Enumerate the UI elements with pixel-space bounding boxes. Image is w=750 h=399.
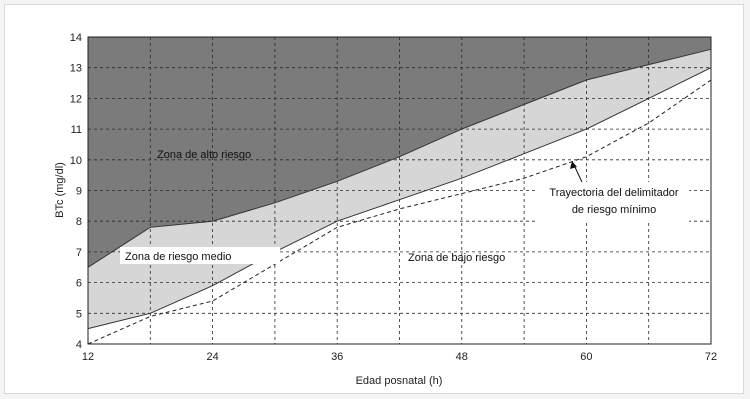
- x-tick-label: 24: [206, 351, 218, 363]
- x-tick-label: 72: [705, 351, 717, 363]
- x-tick-label: 60: [580, 351, 592, 363]
- x-tick-label: 48: [456, 351, 468, 363]
- y-axis-title: BTc (mg/dl): [54, 162, 66, 218]
- y-tick-label: 12: [70, 93, 82, 105]
- medium-risk-zone-label: Zona de riesgo medio: [125, 251, 231, 263]
- y-tick-label: 5: [76, 308, 82, 320]
- trajectory-label-bg: [537, 182, 689, 222]
- y-tick-label: 13: [70, 63, 82, 75]
- y-tick-label: 6: [76, 278, 82, 290]
- trajectory-label-line2: de riesgo mínimo: [572, 204, 656, 216]
- tick-layer: 12 24 36 48 60 72 4 5 6 7 8 9 10 11 12 13 14: [70, 32, 717, 363]
- trajectory-arrow-shaft: [573, 164, 583, 183]
- trajectory-arrow-head: [570, 161, 577, 169]
- trajectory-label-line1: Trayectoria del delimitador: [549, 187, 679, 199]
- y-tick-label: 9: [76, 186, 82, 198]
- y-tick-label: 7: [76, 247, 82, 259]
- y-tick-label: 8: [76, 216, 82, 228]
- y-tick-label: 10: [70, 155, 82, 167]
- high-boundary-line: [87, 48, 712, 268]
- low-risk-zone-label: Zona de bajo riesgo: [408, 252, 505, 264]
- x-tick-label: 12: [82, 351, 94, 363]
- y-tick-label: 14: [70, 32, 82, 44]
- low-boundary-line: [87, 67, 712, 330]
- x-tick-label: 36: [331, 351, 343, 363]
- y-tick-label: 11: [71, 124, 82, 136]
- high-risk-zone-label: Zona de alto riesgo: [157, 149, 251, 161]
- medium-zone-label-bg: [120, 247, 280, 264]
- y-tick-label: 4: [76, 339, 82, 351]
- plot-border: [87, 36, 712, 345]
- x-axis-title: Edad posnatal (h): [356, 375, 443, 387]
- series-layer: [87, 48, 712, 345]
